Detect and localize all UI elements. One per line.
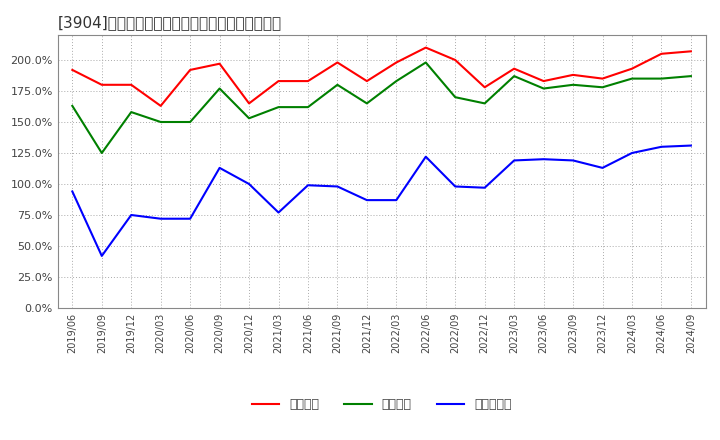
当座比率 [97, 150, 106, 156]
Line: 現頃金比率: 現頃金比率 [72, 146, 691, 256]
流動比率 [97, 82, 106, 88]
流動比率 [421, 45, 430, 50]
当座比率 [392, 78, 400, 84]
現頃金比率 [569, 158, 577, 163]
当座比率 [304, 104, 312, 110]
現頃金比率 [480, 185, 489, 191]
流動比率 [245, 101, 253, 106]
現頃金比率 [363, 198, 372, 203]
当座比率 [539, 86, 548, 91]
現頃金比率 [421, 154, 430, 159]
Text: [3904]　流動比率、当座比率、現頃金比率の推移: [3904] 流動比率、当座比率、現頃金比率の推移 [58, 15, 282, 30]
流動比率 [392, 60, 400, 65]
流動比率 [156, 103, 165, 109]
現頃金比率 [451, 184, 459, 189]
現頃金比率 [333, 184, 342, 189]
当座比率 [186, 119, 194, 125]
流動比率 [274, 78, 283, 84]
流動比率 [569, 72, 577, 77]
当座比率 [451, 95, 459, 100]
当座比率 [569, 82, 577, 88]
流動比率 [687, 49, 696, 54]
Legend: 流動比率, 当座比率, 現頃金比率: 流動比率, 当座比率, 現頃金比率 [246, 393, 517, 416]
現頃金比率 [245, 181, 253, 187]
当座比率 [245, 116, 253, 121]
流動比率 [628, 66, 636, 71]
流動比率 [451, 57, 459, 62]
当座比率 [657, 76, 666, 81]
当座比率 [127, 110, 135, 115]
流動比率 [127, 82, 135, 88]
流動比率 [657, 51, 666, 56]
当座比率 [68, 103, 76, 109]
現頃金比率 [628, 150, 636, 156]
現頃金比率 [97, 253, 106, 259]
現頃金比率 [274, 210, 283, 215]
流動比率 [539, 78, 548, 84]
現頃金比率 [186, 216, 194, 221]
現頃金比率 [304, 183, 312, 188]
当座比率 [363, 101, 372, 106]
Line: 当座比率: 当座比率 [72, 62, 691, 153]
流動比率 [333, 60, 342, 65]
Line: 流動比率: 流動比率 [72, 48, 691, 106]
現頃金比率 [539, 157, 548, 162]
当座比率 [480, 101, 489, 106]
現頃金比率 [687, 143, 696, 148]
当座比率 [510, 73, 518, 79]
流動比率 [304, 78, 312, 84]
現頃金比率 [156, 216, 165, 221]
当座比率 [333, 82, 342, 88]
流動比率 [510, 66, 518, 71]
現頃金比率 [392, 198, 400, 203]
当座比率 [628, 76, 636, 81]
当座比率 [687, 73, 696, 79]
流動比率 [68, 67, 76, 73]
流動比率 [186, 67, 194, 73]
流動比率 [363, 78, 372, 84]
現頃金比率 [215, 165, 224, 171]
当座比率 [274, 104, 283, 110]
当座比率 [598, 84, 607, 90]
当座比率 [215, 86, 224, 91]
現頃金比率 [127, 213, 135, 218]
流動比率 [215, 61, 224, 66]
当座比率 [421, 60, 430, 65]
現頃金比率 [657, 144, 666, 150]
流動比率 [598, 76, 607, 81]
流動比率 [480, 84, 489, 90]
当座比率 [156, 119, 165, 125]
現頃金比率 [598, 165, 607, 171]
現頃金比率 [510, 158, 518, 163]
現頃金比率 [68, 189, 76, 194]
